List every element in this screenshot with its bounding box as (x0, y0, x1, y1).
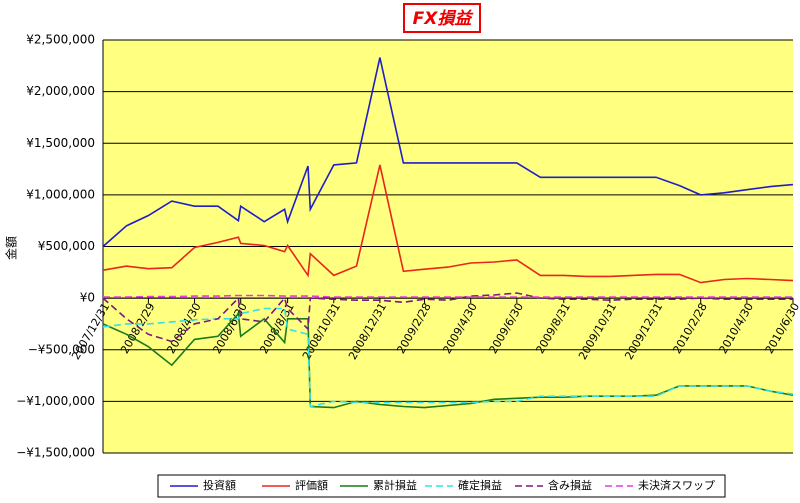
y-tick-label: ¥500,000 (38, 239, 95, 253)
legend-label: 投資額 (203, 478, 236, 492)
series-line (102, 292, 793, 343)
series-line (103, 294, 793, 298)
chart-title: FX損益 (413, 9, 475, 29)
title-box (403, 3, 481, 33)
y-tick-label: −¥500,000 (28, 342, 95, 356)
series-line (102, 57, 794, 248)
y-tick-label: ¥2,500,000 (26, 33, 95, 47)
legend-label: 確定損益 (458, 478, 502, 492)
y-tick-label: ¥2,000,000 (26, 84, 95, 98)
y-tick-label: ¥1,000,000 (26, 187, 95, 201)
y-tick-label: ¥1,500,000 (26, 136, 95, 150)
series-line (102, 307, 794, 408)
series-line (102, 311, 794, 409)
legend-label: 含み損益 (548, 478, 592, 492)
y-tick-label: ¥0 (80, 291, 95, 305)
legend-label: 評価額 (295, 478, 328, 492)
y-axis-label: 金額 (4, 236, 19, 260)
legend-label: 累計損益 (373, 478, 417, 492)
series-line (102, 164, 794, 284)
y-tick-label: −¥1,500,000 (16, 446, 95, 460)
y-tick-label: −¥1,000,000 (16, 394, 95, 408)
legend-label: 未決済スワップ (638, 478, 715, 492)
